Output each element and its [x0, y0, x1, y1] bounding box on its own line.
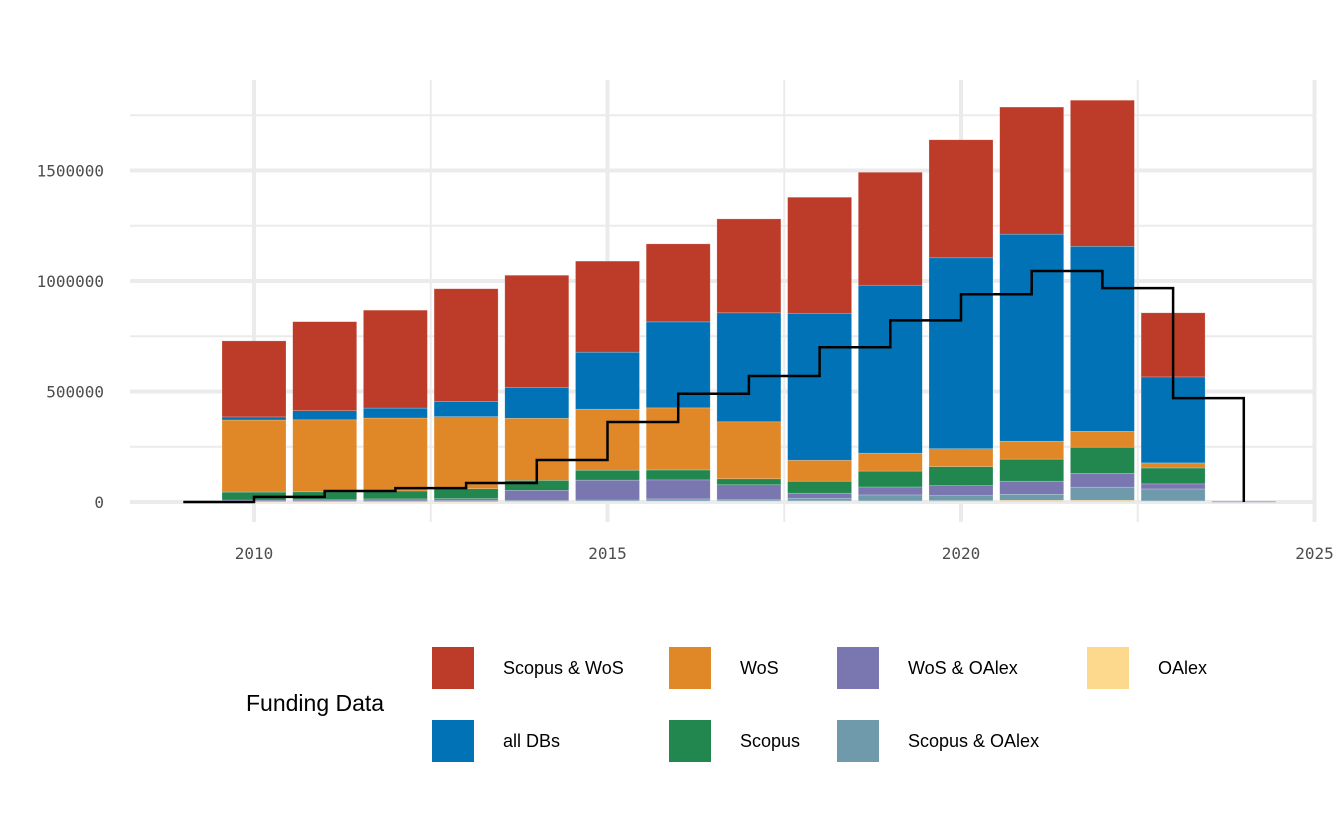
bar-segment-scopus-oalex-2017	[716, 499, 782, 502]
bar-segment-scopus-2017	[716, 478, 782, 486]
bar-segment-scopus-2021	[999, 458, 1065, 482]
bar-segment-scopus-wos-2018	[787, 196, 852, 314]
bar-segment-wos-oalex-2016	[645, 479, 711, 500]
bar-segment-wos-2010	[221, 419, 287, 493]
legend-swatch	[837, 720, 879, 762]
y-tick-label: 500000	[46, 383, 104, 402]
bar-segment-wos-oalex-2021	[999, 480, 1065, 495]
bar-segment-scopus-2023	[1140, 467, 1206, 485]
bar-segment-wos-2018	[787, 459, 852, 482]
bar-segment-scopus-oalex-2022	[1070, 486, 1135, 501]
legend-item-scopus-wos: Scopus & WoS	[432, 646, 624, 690]
legend-item-wos-oalex: WoS & OAlex	[837, 646, 1018, 690]
bar-segment-wos-2017	[716, 421, 782, 480]
bar-segment-wos-2023	[1140, 462, 1206, 469]
bar-segment-scopus-oalex-2019	[857, 494, 923, 502]
legend-swatch	[669, 647, 711, 689]
bar-segment-all-dbs-2013	[433, 401, 499, 417]
bars	[221, 99, 1277, 503]
x-tick-label: 2020	[942, 544, 981, 563]
legend-item-wos: WoS	[669, 646, 779, 690]
legend-title: Funding Data	[246, 690, 385, 716]
bar-segment-wos-oalex-2014	[504, 489, 570, 501]
y-tick-label: 1000000	[37, 272, 104, 291]
bar-segment-wos-2020	[928, 448, 994, 467]
bar-segment-all-dbs-2020	[928, 257, 994, 450]
bar-segment-all-dbs-2015	[575, 351, 640, 410]
bar-segment-all-dbs-2012	[363, 407, 428, 419]
bar-segment-scopus-wos-2014	[504, 274, 570, 388]
bar-segment-all-dbs-2021	[999, 233, 1065, 442]
bar-segment-wos-oalex-2018	[787, 492, 852, 499]
x-tick-label: 2010	[235, 544, 274, 563]
bar-segment-scopus-oalex-2021	[999, 493, 1065, 501]
bar-segment-scopus-wos-2015	[575, 260, 640, 353]
bar-segment-wos-2013	[433, 416, 499, 490]
bar-segment-scopus-oalex-2023	[1140, 488, 1206, 502]
bar-segment-all-dbs-2014	[504, 387, 570, 419]
bar-segment-scopus-2018	[787, 480, 852, 494]
bar-segment-scopus-wos-2020	[928, 139, 994, 259]
bar-segment-wos-oalex-2019	[857, 486, 923, 496]
bar-segment-scopus-2016	[645, 469, 711, 481]
y-tick-label: 1500000	[37, 162, 104, 181]
bar-segment-all-dbs-2019	[857, 284, 923, 454]
bar-segment-scopus-oalex-2020	[928, 495, 994, 501]
legend-label: OAlex	[1158, 657, 1208, 678]
bar-segment-scopus-2013	[433, 488, 499, 499]
legend-swatch	[837, 647, 879, 689]
bar-segment-wos-2012	[363, 417, 428, 492]
legend: Funding Data Scopus & WoS all DBs WoS Scopu…	[0, 630, 1344, 780]
bar-segment-scopus-2015	[575, 469, 640, 481]
legend-label: WoS & OAlex	[908, 657, 1018, 678]
y-tick-label: 0	[94, 493, 104, 512]
legend-swatch	[1087, 647, 1129, 689]
bar-segment-scopus-wos-2013	[433, 288, 499, 402]
stacked-bar-chart: 0 500000 1000000 1500000 2010 2015 2020 2025	[37, 80, 1334, 563]
x-tick-label: 2025	[1295, 544, 1334, 563]
bar-segment-scopus-2019	[857, 470, 923, 488]
legend-label: all DBs	[503, 730, 561, 751]
bar-segment-wos-oalex-2015	[575, 479, 640, 501]
bar-segment-scopus-wos-2021	[999, 106, 1065, 235]
bar-segment-scopus-wos-2016	[645, 243, 711, 323]
bar-segment-scopus-wos-2011	[292, 321, 358, 412]
legend-item-scopus-oalex: Scopus & OAlex	[837, 719, 1039, 763]
bar-segment-all-dbs-2017	[716, 312, 782, 423]
bar-segment-wos-2021	[999, 440, 1065, 460]
bar-segment-scopus-wos-2012	[363, 309, 428, 409]
bar-segment-wos-oalex-2020	[928, 485, 994, 496]
bar-segment-all-dbs-2010	[221, 416, 287, 421]
step-line-layer	[183, 269, 1246, 504]
bar-segment-wos-oalex-2023	[1140, 483, 1206, 490]
legend-label: Scopus & OAlex	[908, 730, 1040, 751]
legend-item-oalex: OAlex	[1087, 646, 1207, 690]
bar-segment-all-dbs-2011	[292, 410, 358, 421]
legend-label: Scopus	[740, 730, 801, 751]
bar-segment-wos-oalex-2022	[1070, 472, 1135, 488]
x-axis-ticks: 2010 2015 2020 2025	[235, 544, 1334, 563]
legend-swatch	[432, 720, 474, 762]
bar-segment-scopus-2022	[1070, 446, 1135, 474]
bar-segment-all-dbs-2018	[787, 312, 852, 461]
bar-segment-scopus-oalex-2018	[787, 497, 852, 502]
legend-swatch	[432, 647, 474, 689]
bar-segment-scopus-wos-2022	[1070, 99, 1135, 247]
bar-segment-wos-2022	[1070, 430, 1135, 448]
bar-segment-wos-2019	[857, 452, 923, 472]
legend-item-scopus: Scopus	[669, 719, 800, 763]
legend-label: WoS	[740, 657, 779, 678]
x-tick-label: 2015	[588, 544, 627, 563]
bar-segment-wos-2011	[292, 419, 358, 493]
legend-swatch	[669, 720, 711, 762]
bar-segment-scopus-2020	[928, 466, 994, 486]
bar-segment-wos-oalex-2017	[716, 484, 782, 501]
bar-segment-scopus-wos-2017	[716, 218, 782, 314]
bar-segment-scopus-wos-2010	[221, 340, 287, 418]
step-line	[183, 269, 1246, 504]
y-axis-ticks: 0 500000 1000000 1500000	[37, 162, 104, 513]
bar-segment-scopus-wos-2019	[857, 171, 923, 286]
legend-label: Scopus & WoS	[503, 657, 624, 678]
legend-item-all-dbs: all DBs	[432, 719, 560, 763]
